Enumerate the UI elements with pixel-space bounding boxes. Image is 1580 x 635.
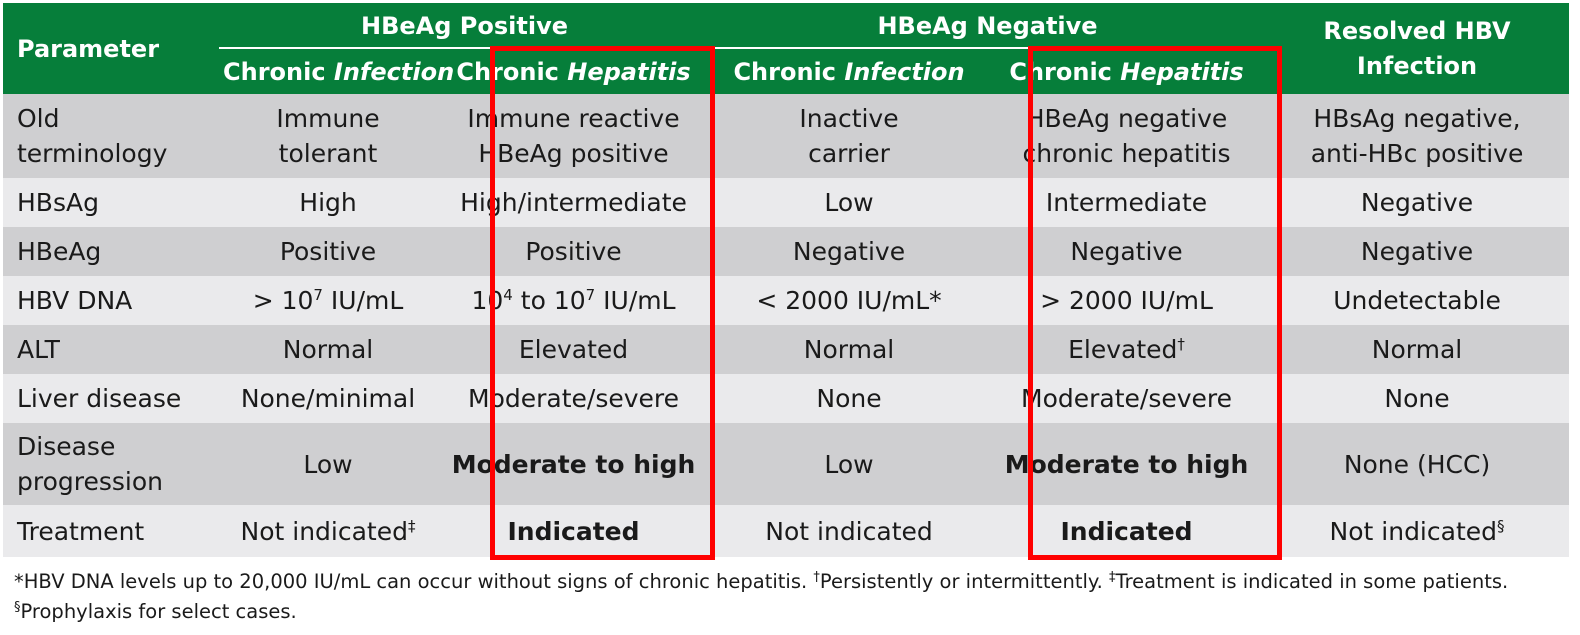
table-cell: Low [710, 178, 989, 227]
table-cell: > 107 IU/mL [219, 276, 437, 325]
table-cell: Moderate to high [988, 423, 1266, 505]
table-row-hbsag: HBsAg High High/intermediate Low Interme… [3, 178, 1570, 227]
table-cell: None [710, 374, 989, 423]
table-cell: Positive [437, 227, 711, 276]
header-chronic-hepatitis-pos: Chronic Hepatitis [437, 49, 711, 94]
table-cell: Negative [988, 227, 1266, 276]
header-hbeag-positive: HBeAg Positive [219, 3, 711, 49]
table-row-alt: ALT Normal Elevated Normal Elevated† Nor… [3, 325, 1570, 374]
table-cell: HBeAg negative chronic hepatitis [988, 94, 1266, 178]
table-cell: Undetectable [1265, 276, 1570, 325]
table-cell: Elevated [437, 325, 711, 374]
table-cell: Elevated† [988, 325, 1266, 374]
header-hbeag-negative: HBeAg Negative [710, 3, 1266, 49]
table-cell: Moderate/severe [437, 374, 711, 423]
table-cell: Normal [219, 325, 437, 374]
table-cell: Not indicated [710, 505, 989, 557]
table-cell: Low [710, 423, 989, 505]
row-label: Disease progression [3, 423, 219, 505]
table-cell: Not indicated‡ [219, 505, 437, 557]
table-cell: > 2000 IU/mL [988, 276, 1266, 325]
table-row-treatment: Treatment Not indicated‡ Indicated Not i… [3, 505, 1570, 557]
table-row-hbv-dna: HBV DNA > 107 IU/mL 104 to 107 IU/mL < 2… [3, 276, 1570, 325]
table-cell: Positive [219, 227, 437, 276]
table-row-hbeag: HBeAg Positive Positive Negative Negativ… [3, 227, 1570, 276]
table-cell: < 2000 IU/mL* [710, 276, 989, 325]
table-row-old-terminology: Old terminology Immune tolerant Immune rea… [3, 94, 1570, 178]
table-cell: Negative [1265, 178, 1570, 227]
table-cell: High/intermediate [437, 178, 711, 227]
table-cell: Not indicated§ [1265, 505, 1570, 557]
table-cell: Normal [710, 325, 989, 374]
row-label: HBsAg [3, 178, 219, 227]
table-cell: Low [219, 423, 437, 505]
header-underline [710, 47, 1254, 49]
row-label: ALT [3, 325, 219, 374]
header-resolved-hbv: Resolved HBV Infection [1265, 3, 1570, 94]
header-underline [219, 47, 701, 49]
table-cell: Indicated [437, 505, 711, 557]
table-cell: Intermediate [988, 178, 1266, 227]
header-chronic-infection-pos: Chronic Infection [219, 49, 454, 94]
row-label: Liver disease [3, 374, 219, 423]
footnote: *HBV DNA levels up to 20,000 IU/mL can o… [14, 570, 1509, 623]
table-cell: None/minimal [219, 374, 437, 423]
table-cell: Negative [1265, 227, 1570, 276]
table-cell: Negative [710, 227, 989, 276]
header-chronic-hepatitis-neg: Chronic Hepatitis [988, 49, 1266, 94]
table-cell: 104 to 107 IU/mL [437, 276, 711, 325]
table-cell: Moderate/severe [988, 374, 1266, 423]
hbv-phases-table: Parameter HBeAg Positive HBeAg Negative … [3, 3, 1570, 557]
table-cell: Moderate to high [437, 423, 711, 505]
row-label: Old terminology [3, 94, 219, 178]
table-cell: None [1265, 374, 1570, 423]
table-cell: Normal [1265, 325, 1570, 374]
table-cell: Indicated [988, 505, 1266, 557]
row-label: HBeAg [3, 227, 219, 276]
table-cell: None (HCC) [1265, 423, 1570, 505]
table-cell: HBsAg negative, anti-HBc positive [1265, 94, 1570, 178]
table-row-disease-progression: Disease progression Low Moderate to high … [3, 423, 1570, 505]
header-parameter: Parameter [3, 3, 219, 94]
table-cell: Immune tolerant [219, 94, 437, 178]
table-cell: Immune reactive HBeAg positive [437, 94, 711, 178]
table-cell: Inactive carrier [710, 94, 989, 178]
table-cell: High [219, 178, 437, 227]
row-label: Treatment [3, 505, 219, 557]
table-row-liver-disease: Liver disease None/minimal Moderate/seve… [3, 374, 1570, 423]
header-chronic-infection-neg: Chronic Infection [710, 49, 989, 94]
row-label: HBV DNA [3, 276, 219, 325]
